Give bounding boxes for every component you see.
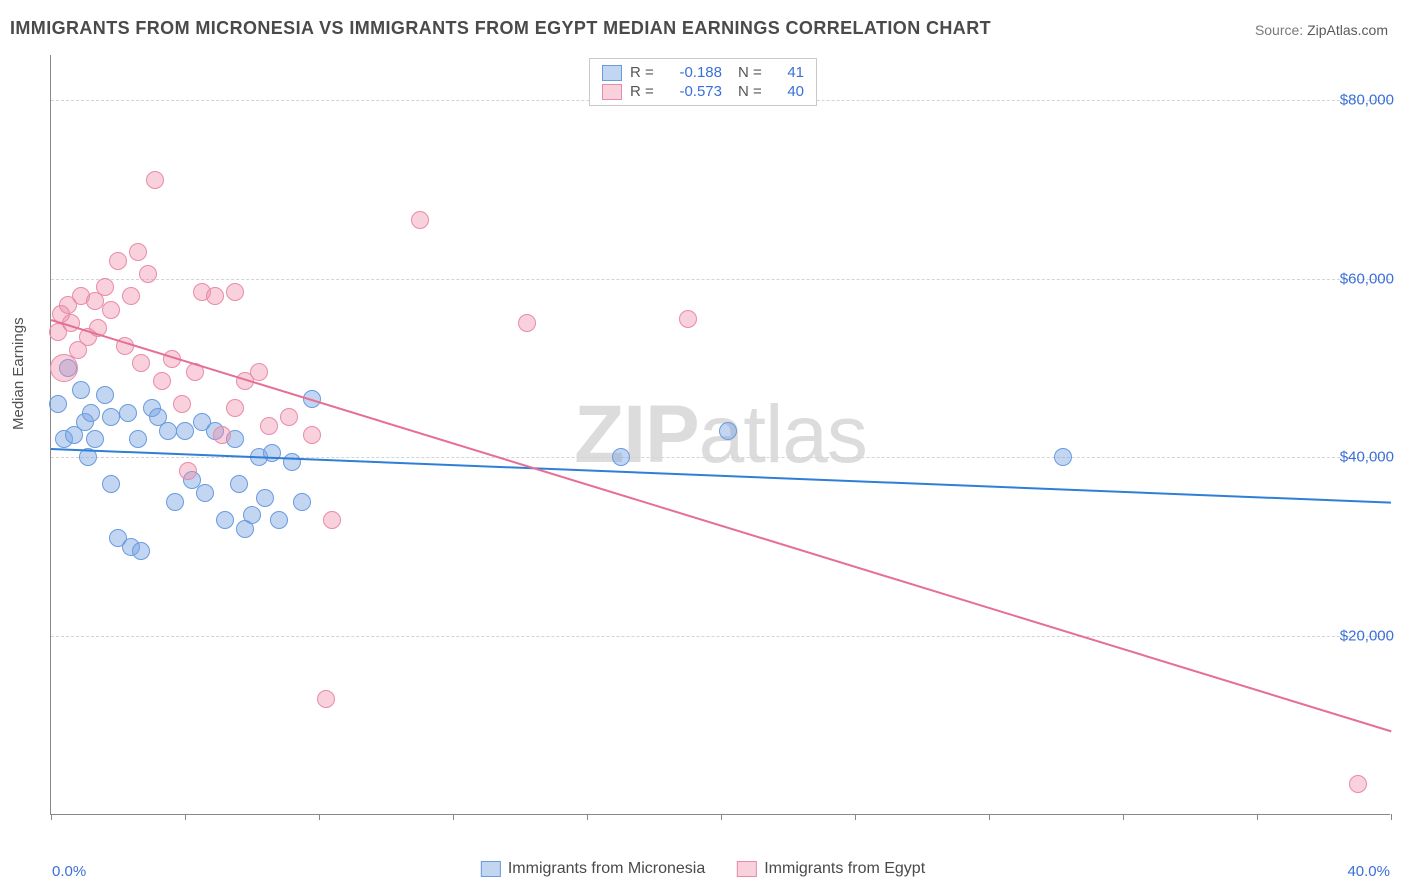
chart-container: IMMIGRANTS FROM MICRONESIA VS IMMIGRANTS… (0, 0, 1406, 892)
data-point (153, 372, 171, 390)
data-point (719, 422, 737, 440)
x-tick (1257, 814, 1258, 820)
data-point (323, 511, 341, 529)
data-point (1054, 448, 1072, 466)
r-label: R = (630, 83, 658, 100)
data-point (518, 314, 536, 332)
grid-line (51, 279, 1390, 280)
x-tick (51, 814, 52, 820)
data-point (119, 404, 137, 422)
legend-correlation-row: R = -0.573 N = 40 (590, 82, 816, 101)
data-point (317, 690, 335, 708)
grid-line (51, 636, 1390, 637)
source-prefix: Source: (1255, 22, 1307, 38)
data-point (179, 462, 197, 480)
x-tick (453, 814, 454, 820)
x-axis-max-label: 40.0% (1347, 863, 1390, 880)
data-point (679, 310, 697, 328)
data-point (102, 301, 120, 319)
x-tick (989, 814, 990, 820)
y-tick-label: $20,000 (1340, 628, 1394, 645)
legend-series-item: Immigrants from Micronesia (481, 860, 705, 878)
legend-swatch (602, 84, 622, 100)
data-point (256, 489, 274, 507)
data-point (146, 171, 164, 189)
data-point (166, 493, 184, 511)
data-point (226, 399, 244, 417)
data-point (122, 287, 140, 305)
legend-correlation-row: R = -0.188 N = 41 (590, 63, 816, 82)
x-tick (185, 814, 186, 820)
data-point (216, 511, 234, 529)
x-axis-min-label: 0.0% (52, 863, 86, 880)
x-tick (721, 814, 722, 820)
data-point (139, 265, 157, 283)
x-tick (319, 814, 320, 820)
data-point (243, 506, 261, 524)
n-value: 40 (774, 83, 804, 100)
data-point (612, 448, 630, 466)
data-point (303, 426, 321, 444)
x-tick (1391, 814, 1392, 820)
legend-swatch (481, 861, 501, 877)
y-tick-label: $40,000 (1340, 449, 1394, 466)
data-point (1349, 775, 1367, 793)
legend-series-label: Immigrants from Micronesia (508, 860, 705, 878)
data-point (263, 444, 281, 462)
legend-series: Immigrants from Micronesia Immigrants fro… (481, 860, 925, 878)
y-tick-label: $80,000 (1340, 91, 1394, 108)
legend-series-label: Immigrants from Egypt (764, 860, 925, 878)
data-point (102, 408, 120, 426)
data-point (173, 395, 191, 413)
data-point (96, 386, 114, 404)
data-point (226, 283, 244, 301)
data-point (82, 404, 100, 422)
data-point (213, 426, 231, 444)
data-point (102, 475, 120, 493)
data-point (280, 408, 298, 426)
r-value: -0.188 (666, 64, 722, 81)
source-link[interactable]: ZipAtlas.com (1307, 22, 1388, 38)
x-tick (587, 814, 588, 820)
n-value: 41 (774, 64, 804, 81)
n-label: N = (738, 83, 766, 100)
x-tick (855, 814, 856, 820)
data-point (270, 511, 288, 529)
data-point (176, 422, 194, 440)
chart-title: IMMIGRANTS FROM MICRONESIA VS IMMIGRANTS… (10, 18, 991, 39)
watermark-bold: ZIP (574, 389, 699, 480)
data-point (230, 475, 248, 493)
data-point (49, 395, 67, 413)
data-point (159, 422, 177, 440)
r-label: R = (630, 64, 658, 81)
legend-swatch (602, 65, 622, 81)
data-point (96, 278, 114, 296)
data-point (283, 453, 301, 471)
data-point (293, 493, 311, 511)
y-axis-label: Median Earnings (10, 317, 27, 430)
data-point (132, 542, 150, 560)
data-point (86, 430, 104, 448)
r-value: -0.573 (666, 83, 722, 100)
legend-correlation-box: R = -0.188 N = 41 R = -0.573 N = 40 (589, 58, 817, 106)
data-point (129, 430, 147, 448)
data-point (206, 287, 224, 305)
data-point (132, 354, 150, 372)
legend-swatch (737, 861, 757, 877)
data-point (129, 243, 147, 261)
n-label: N = (738, 64, 766, 81)
y-tick-label: $60,000 (1340, 270, 1394, 287)
source-attribution: Source: ZipAtlas.com (1255, 22, 1388, 38)
data-point (72, 381, 90, 399)
x-tick (1123, 814, 1124, 820)
data-point (411, 211, 429, 229)
plot-area: ZIPatlas (50, 55, 1390, 815)
legend-series-item: Immigrants from Egypt (737, 860, 925, 878)
data-point (250, 363, 268, 381)
data-point (260, 417, 278, 435)
data-point (109, 252, 127, 270)
data-point (196, 484, 214, 502)
